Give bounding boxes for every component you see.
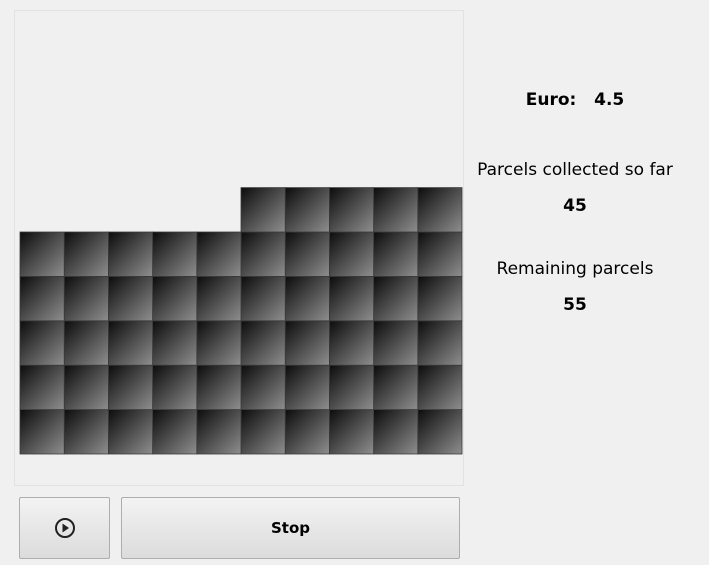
parcel-tile [373, 409, 419, 455]
parcel-tile [19, 275, 65, 322]
parcel-tile [284, 275, 330, 322]
parcel-tile [373, 364, 419, 411]
parcel-tile [373, 187, 419, 233]
parcel-tile [108, 364, 154, 411]
parcel-tile [328, 320, 374, 366]
remaining-value: 55 [563, 295, 587, 315]
collected-value: 45 [563, 196, 587, 216]
parcel-tile [240, 187, 286, 233]
parcel-tile [328, 409, 374, 455]
parcel-grid [19, 187, 463, 455]
parcel-tile [19, 320, 65, 366]
parcel-tile [373, 320, 419, 366]
parcel-tile [240, 364, 286, 411]
parcel-tile [417, 320, 463, 366]
parcel-tile [152, 320, 198, 366]
parcel-tile [417, 409, 463, 455]
parcel-tile [417, 364, 463, 411]
parcel-tile [373, 231, 419, 277]
parcel-tile [240, 409, 286, 455]
parcel-tile [63, 231, 109, 277]
parcel-tile [152, 409, 198, 455]
parcel-tile [284, 231, 330, 277]
parcel-tile [328, 187, 374, 233]
parcel-tile [152, 275, 198, 322]
parcel-tile [108, 409, 154, 455]
parcel-tile [240, 231, 286, 277]
euro-label: Euro: [525, 90, 577, 110]
play-icon [54, 518, 75, 538]
euro-value: 4.5 [594, 90, 625, 110]
parcel-tile [417, 231, 463, 277]
euro-row: Euro: 4.5 [470, 90, 680, 110]
parcel-tile [108, 320, 154, 366]
remaining-label: Remaining parcels [496, 259, 654, 279]
parcel-tile [373, 275, 419, 322]
parcel-tile [19, 409, 65, 455]
collected-label: Parcels collected so far [477, 160, 673, 180]
parcel-tile [152, 364, 198, 411]
parcel-tile [284, 409, 330, 455]
parcel-tile [284, 364, 330, 411]
parcel-tile [19, 231, 65, 277]
parcel-tile [19, 364, 65, 411]
stop-button[interactable]: Stop [121, 497, 460, 559]
parcel-tile [196, 320, 242, 366]
parcel-tile [284, 187, 330, 233]
parcel-tile [108, 275, 154, 322]
parcel-tile [63, 364, 109, 411]
parcel-tile [108, 231, 154, 277]
parcel-tile [196, 364, 242, 411]
parcel-tile [196, 409, 242, 455]
parcel-tile [240, 275, 286, 322]
parcel-tile [63, 320, 109, 366]
play-button[interactable] [19, 497, 110, 559]
parcel-tile [196, 275, 242, 322]
parcel-tile [417, 275, 463, 322]
parcel-board [14, 10, 464, 486]
parcel-tile [284, 320, 330, 366]
parcel-tile [63, 275, 109, 322]
parcel-tile [328, 364, 374, 411]
parcel-tile [152, 231, 198, 277]
parcel-tile [328, 275, 374, 322]
parcel-tile [63, 409, 109, 455]
parcel-tile [417, 187, 463, 233]
parcel-tile [328, 231, 374, 277]
parcel-tile [240, 320, 286, 366]
parcel-tile [196, 231, 242, 277]
